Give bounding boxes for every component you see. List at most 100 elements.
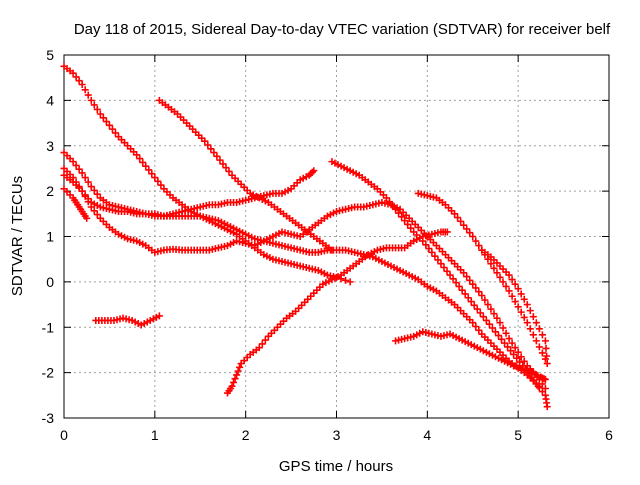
data-point [475, 242, 483, 250]
data-point [90, 207, 98, 215]
data-point [346, 278, 354, 286]
data-point [507, 347, 515, 355]
data-point [463, 225, 471, 233]
data-point [78, 169, 86, 177]
data-point [451, 210, 459, 218]
y-tick-label: 4 [46, 92, 54, 108]
data-point [460, 221, 468, 229]
data-point [538, 380, 546, 388]
y-tick-label: 1 [46, 229, 54, 245]
data-point [504, 343, 512, 351]
data-point [543, 352, 551, 360]
data-point [443, 267, 451, 275]
data-point [431, 252, 439, 260]
data-point [222, 164, 230, 172]
data-series [60, 185, 91, 222]
data-point [496, 273, 504, 281]
data-point [93, 211, 101, 219]
data-point [475, 326, 483, 334]
data-point [231, 375, 239, 383]
data-point [479, 313, 487, 321]
data-point [493, 314, 501, 322]
data-point [228, 382, 236, 390]
data-point [502, 329, 510, 337]
data-point [389, 201, 397, 209]
data-point [382, 194, 390, 202]
data-point [308, 168, 316, 176]
data-point [541, 385, 549, 393]
data-point [517, 308, 525, 316]
data-point [449, 275, 457, 283]
data-point [434, 256, 442, 264]
data-point [532, 319, 540, 327]
data-point [219, 160, 227, 168]
chart-title: Day 118 of 2015, Sidereal Day-to-day VTE… [74, 21, 611, 38]
data-point [508, 339, 516, 347]
data-point [69, 158, 77, 166]
data-point [470, 301, 478, 309]
data-point [210, 149, 218, 157]
data-point [454, 214, 462, 222]
data-point [136, 155, 144, 163]
data-point [230, 378, 238, 386]
data-point [84, 178, 92, 186]
data-point [466, 229, 474, 237]
data-point [463, 273, 471, 281]
data-point [457, 217, 465, 225]
data-point [111, 129, 119, 137]
data-point [523, 319, 531, 327]
data-point [72, 161, 80, 169]
data-point [422, 241, 430, 249]
y-tick-label: 2 [46, 183, 54, 199]
data-point [398, 213, 406, 221]
data-point [491, 328, 499, 336]
data-point [69, 69, 77, 77]
data-point [96, 110, 104, 118]
data-point [404, 220, 412, 228]
data-series [155, 96, 336, 254]
data-point [105, 121, 113, 129]
data-point [419, 237, 427, 245]
y-tick-label: 5 [46, 47, 54, 63]
data-point [84, 91, 92, 99]
data-point [517, 353, 525, 361]
data-point [81, 86, 89, 94]
data-point [505, 335, 513, 343]
data-series [392, 328, 549, 383]
data-point [520, 295, 528, 303]
data-point [90, 101, 98, 109]
data-point [90, 186, 98, 194]
data-point [139, 158, 147, 166]
data-point [385, 198, 393, 206]
data-series [224, 228, 451, 397]
data-point [236, 363, 244, 371]
data-point [485, 320, 493, 328]
y-tick-label: 3 [46, 138, 54, 154]
data-point [481, 296, 489, 304]
data-point [72, 178, 80, 186]
data-point [233, 371, 241, 379]
data-point [83, 214, 91, 222]
data-point [514, 348, 522, 356]
data-point [508, 276, 516, 284]
data-point [542, 344, 550, 352]
data-point [75, 77, 83, 85]
data-point [392, 205, 400, 213]
data-point [487, 305, 495, 313]
data-point [443, 228, 451, 236]
data-point [520, 313, 528, 321]
data-point [498, 335, 506, 343]
data-point [488, 324, 496, 332]
data-point [234, 367, 242, 375]
x-tick-label: 2 [242, 427, 250, 443]
data-point [464, 294, 472, 302]
data-point [99, 114, 107, 122]
data-point [133, 151, 141, 159]
data-point [255, 344, 263, 352]
data-point [494, 332, 502, 340]
data-point [142, 162, 150, 170]
data-point [511, 344, 519, 352]
data-point [478, 291, 486, 299]
data-point [543, 403, 551, 411]
